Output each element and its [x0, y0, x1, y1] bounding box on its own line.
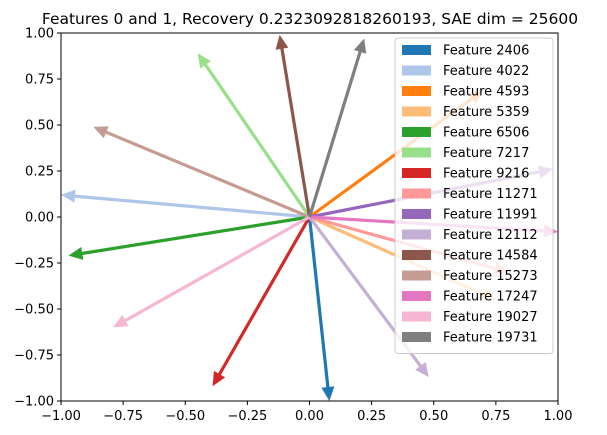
legend-label: Feature 7217	[443, 146, 529, 161]
y-tick-label: 0.75	[25, 73, 54, 88]
legend-swatch	[402, 127, 431, 137]
y-tick-label: −1.00	[14, 395, 54, 410]
legend-label: Feature 4593	[443, 85, 529, 100]
y-axis: 1.00 0.75 0.50 0.25 0.00 −0.25 −0.50 −0.75 −1.00	[14, 27, 61, 410]
legend-item: Feature 11271	[402, 187, 538, 202]
arrow-head	[321, 386, 335, 401]
arrow-head	[93, 126, 109, 139]
arrow-head	[113, 314, 129, 328]
legend-item: Feature 15273	[402, 269, 538, 284]
legend-label: Feature 19731	[443, 331, 538, 346]
x-tick-label: 0.00	[295, 409, 324, 424]
legend-item: Feature 2406	[402, 44, 529, 59]
chart-title: Features 0 and 1, Recovery 0.23230928182…	[42, 10, 578, 28]
legend-label: Feature 11271	[443, 187, 538, 202]
y-tick-label: 0.25	[25, 165, 54, 180]
y-tick-label: 0.50	[25, 119, 54, 134]
arrow-shaft	[280, 46, 312, 218]
y-tick-label: −0.25	[14, 257, 54, 272]
arrow-shaft	[103, 129, 311, 219]
x-tick-label: 0.50	[419, 409, 448, 424]
legend-swatch	[402, 332, 431, 342]
feature-arrow-13	[113, 215, 311, 328]
arrow-shaft	[122, 215, 311, 323]
x-tick-label: −0.50	[165, 409, 205, 424]
feature-arrow-10	[275, 34, 312, 218]
legend-swatch	[402, 168, 431, 178]
arrow-head	[212, 370, 226, 387]
legend-label: Feature 6506	[443, 126, 529, 141]
arrow-shaft	[80, 215, 310, 256]
legend-item: Feature 19027	[402, 310, 538, 325]
y-tick-label: −0.75	[14, 349, 54, 364]
feature-arrow-5	[197, 53, 311, 218]
legend-item: Feature 7217	[402, 146, 529, 161]
legend-item: Feature 9216	[402, 167, 529, 182]
feature-arrow-1	[61, 189, 310, 219]
y-tick-label: −0.50	[14, 303, 54, 318]
y-tick-label: 1.00	[25, 27, 54, 42]
legend-swatch	[402, 106, 431, 117]
x-tick-label: 1.00	[544, 409, 573, 424]
legend-swatch	[402, 147, 431, 158]
legend-swatch	[402, 188, 431, 199]
arrow-shaft	[307, 49, 363, 218]
legend-label: Feature 19027	[443, 310, 538, 325]
legend-item: Feature 4593	[402, 85, 529, 100]
legend-swatch	[402, 270, 431, 281]
arrow-shaft	[217, 216, 311, 377]
legend-label: Feature 9216	[443, 167, 529, 182]
x-tick-label: −1.00	[41, 409, 81, 424]
feature-arrow-4	[68, 215, 310, 260]
legend-swatch	[402, 65, 431, 76]
legend-item: Feature 4022	[402, 64, 529, 79]
x-tick-label: −0.25	[227, 409, 267, 424]
x-axis: −1.00 −0.75 −0.50 −0.25 0.00 0.25 0.50 0.75 1.00	[41, 401, 572, 424]
legend-label: Feature 5359	[443, 105, 529, 120]
legend-swatch	[402, 291, 431, 301]
legend-swatch	[402, 229, 431, 240]
legend-item: Feature 14584	[402, 249, 538, 264]
legend-label: Feature 14584	[443, 249, 538, 264]
legend-swatch	[402, 311, 431, 322]
legend-item: Feature 11991	[402, 208, 538, 223]
legend-label: Feature 15273	[443, 269, 538, 284]
legend-swatch	[402, 45, 431, 55]
x-tick-label: −0.75	[103, 409, 143, 424]
arrow-shaft	[72, 194, 310, 219]
feature-arrow-6	[212, 216, 311, 387]
arrow-head	[68, 247, 84, 260]
legend: Feature 2406 Feature 4022 Feature 4593 Feat…	[394, 37, 554, 354]
arrow-head	[353, 38, 367, 54]
legend-label: Feature 2406	[443, 44, 529, 59]
legend-item: Feature 6506	[402, 126, 529, 141]
x-tick-label: 0.25	[357, 409, 386, 424]
arrow-shaft	[307, 216, 330, 390]
feature-arrow-0	[307, 216, 335, 401]
arrow-head	[61, 189, 76, 203]
legend-item: Feature 17247	[402, 290, 538, 305]
arrow-head	[415, 361, 429, 378]
y-tick-label: 0.00	[25, 211, 54, 226]
legend-item: Feature 5359	[402, 105, 529, 120]
legend-item: Feature 19731	[402, 331, 538, 346]
x-tick-label: 0.75	[481, 409, 510, 424]
legend-box	[394, 37, 554, 354]
feature-arrow-11	[93, 126, 311, 219]
legend-label: Feature 17247	[443, 290, 538, 305]
arrow-head	[197, 53, 211, 69]
arrow-shaft	[203, 62, 311, 218]
legend-swatch	[402, 209, 431, 219]
legend-label: Feature 12112	[443, 228, 538, 243]
legend-label: Feature 4022	[443, 64, 529, 79]
legend-swatch	[402, 86, 431, 96]
legend-label: Feature 11991	[443, 208, 538, 223]
legend-item: Feature 12112	[402, 228, 538, 243]
legend-swatch	[402, 250, 431, 260]
arrow-head	[275, 34, 289, 50]
feature-arrow-14	[307, 38, 367, 218]
